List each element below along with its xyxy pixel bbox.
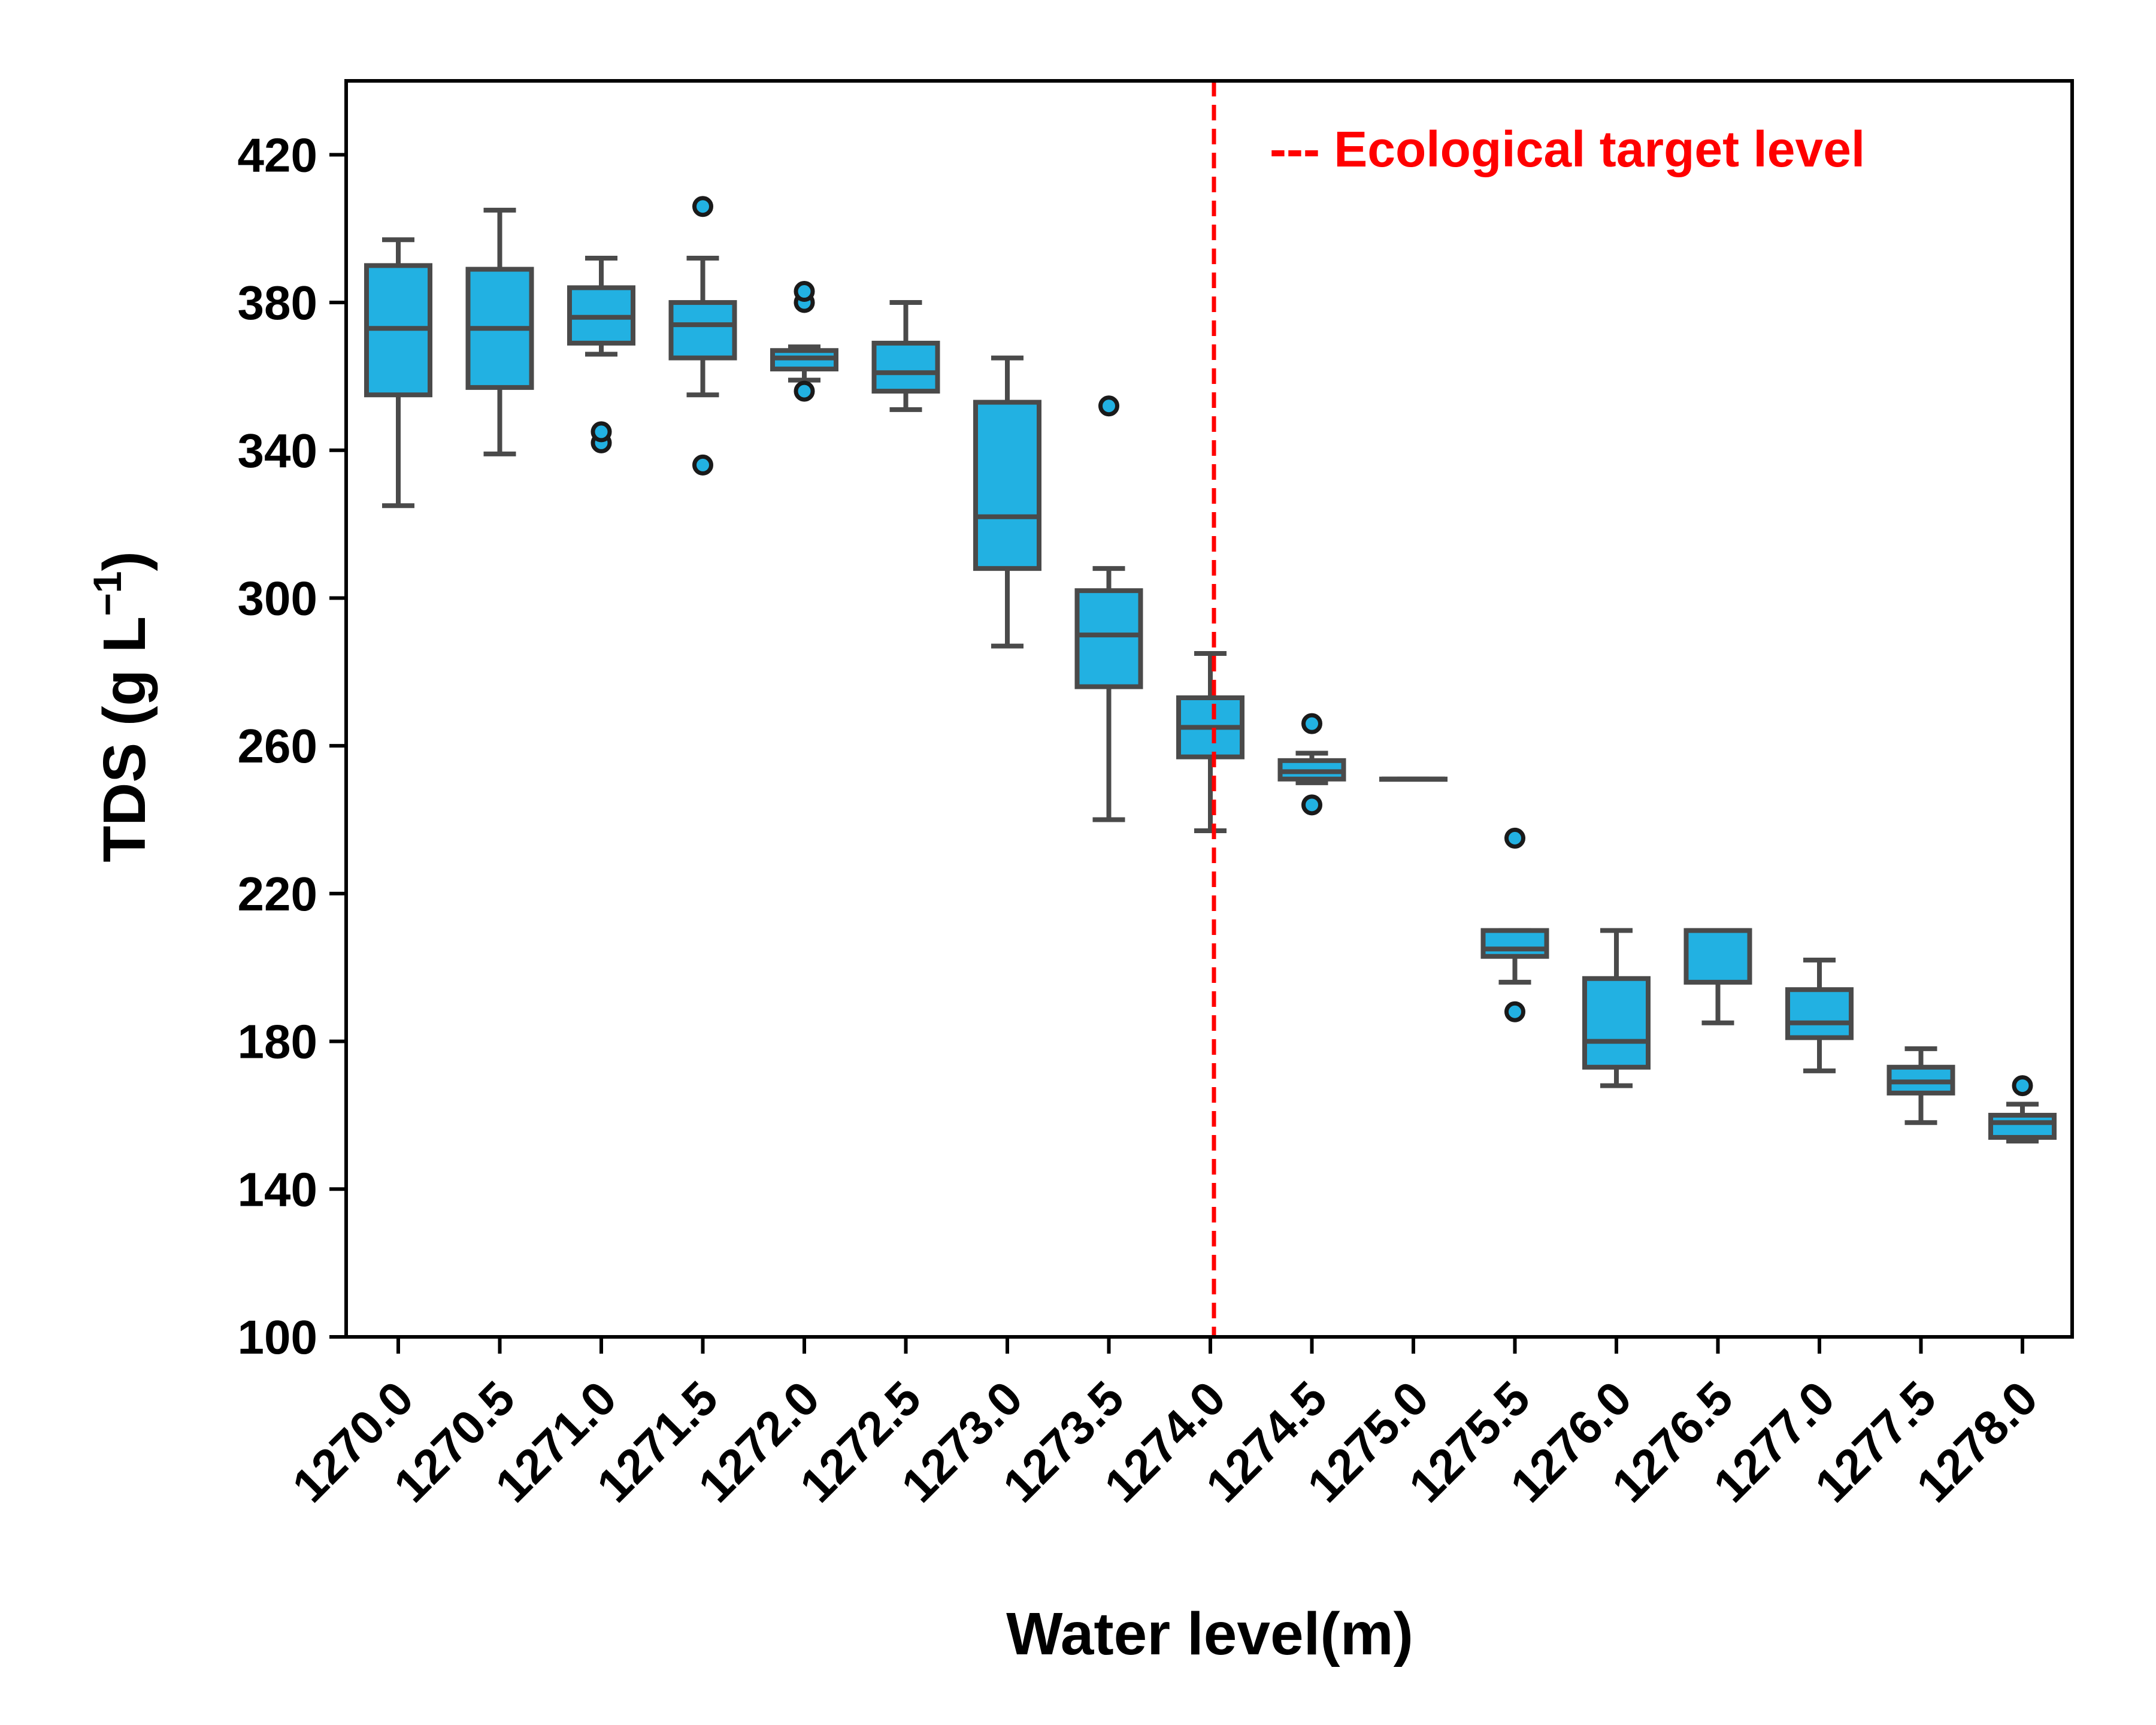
box-1274.5 [1277, 713, 1346, 816]
box-1273.5 [1074, 395, 1143, 822]
box-iqr [1683, 928, 1752, 985]
y-tick-label: 420 [238, 128, 317, 181]
box-iqr [1988, 1112, 2057, 1140]
y-tick-label: 380 [238, 276, 317, 329]
box-iqr [668, 300, 737, 361]
y-tick-label: 180 [238, 1015, 317, 1069]
box-1277.5 [1886, 1046, 1955, 1125]
box-1271.5 [668, 196, 737, 476]
box-iqr [1785, 987, 1854, 1040]
box-1270.5 [465, 207, 534, 456]
box-iqr [1480, 928, 1549, 959]
outlier-point [591, 421, 612, 443]
box-1275.0 [1379, 776, 1448, 782]
outlier-point [2012, 1075, 2033, 1097]
outlier-point [692, 196, 713, 217]
box-iqr [1582, 976, 1651, 1070]
y-axis-title-main: TDS (g L [91, 616, 158, 862]
y-axis-title-close: ) [91, 551, 158, 571]
y-axis-title: TDS (g L−1) [85, 551, 158, 862]
box-1271.0 [567, 256, 635, 453]
box-1274.0 [1176, 650, 1244, 834]
box-iqr [1074, 588, 1143, 689]
box-1270.0 [364, 237, 432, 509]
box-1276.5 [1683, 928, 1752, 1025]
box-1272.0 [770, 281, 838, 402]
outlier-point [1504, 1001, 1525, 1022]
box-iqr [871, 340, 940, 394]
x-axis-title: Water level(m) [1006, 1600, 1413, 1668]
outlier-point [1098, 395, 1119, 417]
box-1275.5 [1480, 827, 1549, 1022]
box-iqr [973, 400, 1041, 571]
outlier-point [794, 380, 815, 402]
box-1276.0 [1582, 928, 1651, 1088]
ecological-target-label: --- Ecological target level [1270, 121, 1865, 177]
y-tick-label: 300 [238, 571, 317, 625]
boxes-layer [364, 196, 2057, 1144]
box-1272.5 [871, 300, 940, 412]
y-tick-label: 220 [238, 867, 317, 921]
outlier-point [1301, 713, 1322, 734]
y-tick-label: 100 [238, 1311, 317, 1364]
y-axis: 100 140 180 220 260 300 340 380 420 [238, 128, 346, 1364]
outlier-point [1301, 794, 1322, 816]
outlier-point [794, 281, 815, 302]
y-tick-label: 340 [238, 424, 317, 477]
y-tick-label: 260 [238, 719, 317, 773]
y-tick-label: 140 [238, 1163, 317, 1216]
box-1273.0 [973, 355, 1041, 649]
outlier-point [692, 454, 713, 476]
box-1278.0 [1988, 1075, 2057, 1144]
outlier-point [1504, 827, 1525, 849]
box-1277.0 [1785, 957, 1854, 1073]
y-axis-title-superscript: −1 [85, 571, 129, 616]
